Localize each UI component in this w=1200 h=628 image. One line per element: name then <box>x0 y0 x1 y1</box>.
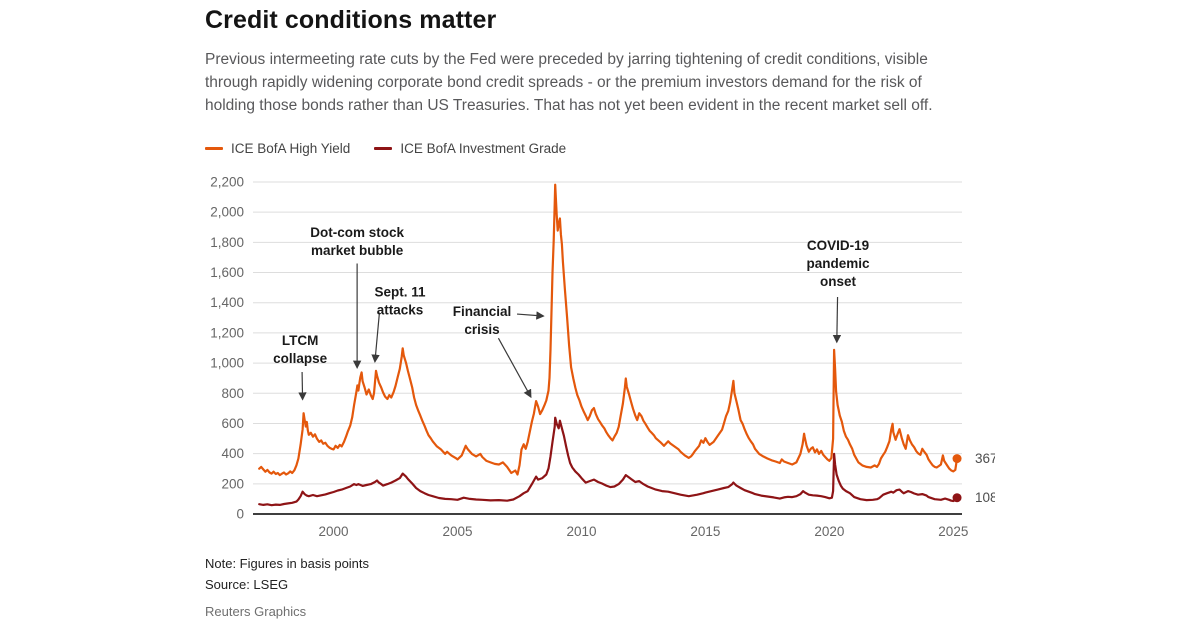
legend-item-high-yield: ICE BofA High Yield <box>205 141 350 156</box>
credit-spreads-chart: 0 200 400 600 800 1,000 1,200 1,400 1,600 1,800 2,… <box>195 168 997 553</box>
series-investment-grade-end-label: 108 <box>975 490 995 505</box>
page-title: Credit conditions matter <box>205 6 497 34</box>
y-tick-label: 400 <box>221 446 244 461</box>
y-tick-label: 800 <box>221 386 244 401</box>
legend-label-high-yield: ICE BofA High Yield <box>231 141 351 156</box>
reuters-graphics-credit: Reuters Graphics <box>205 604 307 619</box>
series-investment-grade-line <box>258 416 959 507</box>
legend-item-investment-grade: ICE BofA Investment Grade <box>374 141 566 156</box>
y-axis-labels: 0 200 400 600 800 1,000 1,200 1,400 1,600 1,800 2,… <box>210 175 244 522</box>
annotation-ltcm-label: LTCM collapse <box>273 333 328 366</box>
y-tick-label: 1,600 <box>210 265 244 280</box>
chart-subtitle: Previous intermeeting rate cuts by the F… <box>205 51 933 114</box>
chart-source: Source: LSEG <box>205 577 289 592</box>
annotation-dotcom-label: Dot-com stock market bubble <box>310 225 404 258</box>
legend-label-investment-grade: ICE BofA Investment Grade <box>400 141 567 156</box>
y-tick-label: 1,800 <box>210 235 244 250</box>
annotation-ltcm: LTCM collapse <box>273 333 328 401</box>
annotation-covid: COVID-19 pandemic onset <box>807 238 871 344</box>
y-tick-label: 200 <box>221 476 244 491</box>
series-investment-grade-end-dot <box>952 493 962 503</box>
series-high-yield-end-dot <box>952 454 962 464</box>
annotation-financial-crisis: Financial crisis <box>453 304 545 399</box>
series-high-yield-line <box>258 183 959 477</box>
x-tick-label: 2010 <box>566 524 596 539</box>
chart-legend: ICE BofA High Yield ICE BofA Investment … <box>205 141 590 156</box>
legend-swatch-high-yield-icon <box>205 147 223 150</box>
annotation-financial-crisis-label: Financial crisis <box>453 304 512 337</box>
x-tick-label: 2020 <box>814 524 844 539</box>
annotation-sept11-label: Sept. 11 attacks <box>374 284 426 317</box>
annotation-dotcom: Dot-com stock market bubble <box>310 225 404 369</box>
gridlines <box>253 181 962 515</box>
chart-note: Note: Figures in basis points <box>205 556 370 571</box>
y-tick-label: 1,000 <box>210 356 244 371</box>
x-tick-label: 2005 <box>442 524 472 539</box>
y-tick-label: 0 <box>236 507 244 522</box>
credit-spreads-chart-svg: 0 200 400 600 800 1,000 1,200 1,400 1,600 1,800 2,… <box>210 175 997 540</box>
legend-swatch-investment-grade-icon <box>374 147 393 150</box>
x-tick-label: 2000 <box>319 524 349 539</box>
series-high-yield-end-label: 367 <box>975 451 995 466</box>
y-tick-label: 1,400 <box>210 295 244 310</box>
annotation-sept11: Sept. 11 attacks <box>371 284 426 363</box>
y-tick-label: 2,000 <box>210 205 244 220</box>
x-tick-label: 2015 <box>690 524 720 539</box>
x-axis-labels: 2000 2005 2010 2015 2020 2025 <box>319 524 969 539</box>
y-tick-label: 1,200 <box>210 325 244 340</box>
x-tick-label: 2025 <box>938 524 968 539</box>
y-tick-label: 600 <box>221 416 244 431</box>
y-tick-label: 2,200 <box>210 175 244 190</box>
annotation-covid-label: COVID-19 pandemic onset <box>807 238 871 289</box>
